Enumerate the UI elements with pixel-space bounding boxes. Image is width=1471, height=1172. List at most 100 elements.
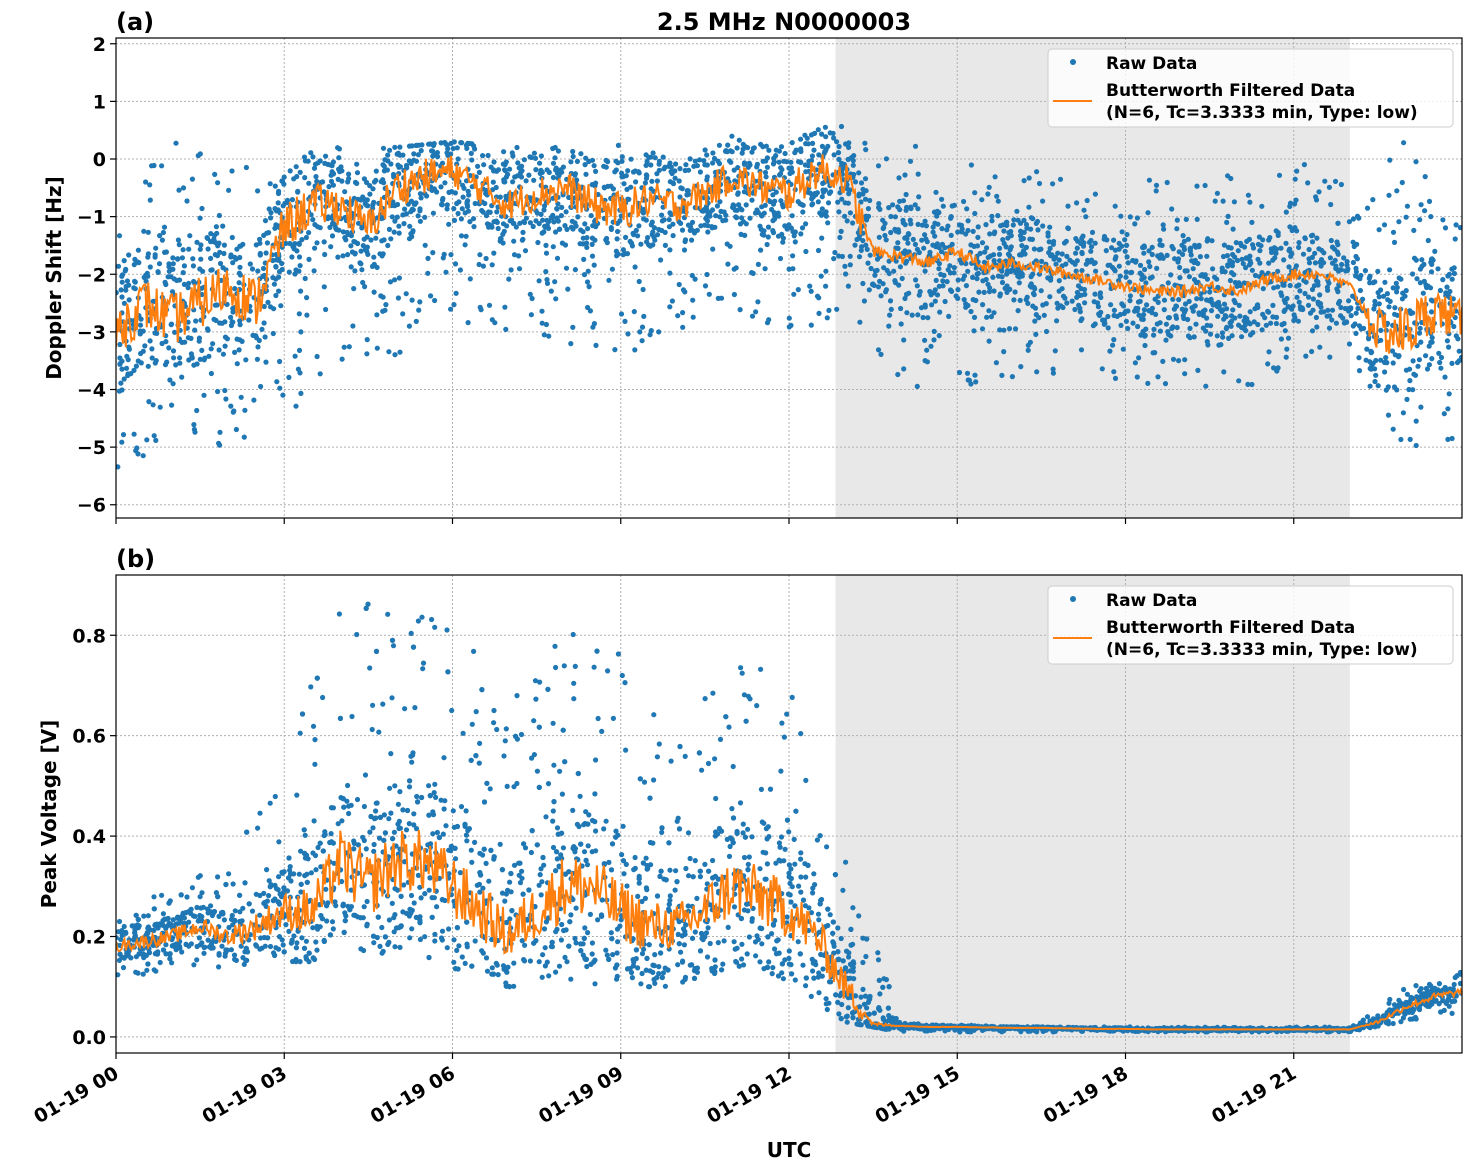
raw-point <box>160 229 166 236</box>
raw-point <box>396 223 402 229</box>
raw-point <box>1151 326 1157 332</box>
raw-point <box>823 996 829 1002</box>
raw-point <box>1306 260 1313 266</box>
raw-point <box>578 151 584 157</box>
raw-point <box>754 164 760 170</box>
raw-point <box>242 407 248 413</box>
raw-point <box>867 197 873 204</box>
raw-point <box>741 161 748 167</box>
raw-point <box>197 894 203 900</box>
raw-point <box>1378 327 1384 333</box>
raw-point <box>240 241 246 247</box>
raw-point <box>652 980 658 987</box>
raw-point <box>228 947 234 953</box>
raw-point <box>1394 312 1400 318</box>
raw-point <box>400 152 406 158</box>
raw-point <box>677 166 683 172</box>
raw-point <box>704 271 710 278</box>
raw-point <box>1078 240 1084 246</box>
raw-point <box>893 258 899 264</box>
raw-point <box>1129 269 1135 275</box>
raw-point <box>930 242 936 248</box>
raw-point <box>1266 349 1272 355</box>
raw-point <box>792 150 798 156</box>
raw-point <box>1190 266 1196 272</box>
raw-point <box>815 199 821 205</box>
raw-point <box>1152 296 1158 302</box>
raw-point <box>342 189 348 195</box>
raw-point <box>1016 280 1022 286</box>
raw-point <box>863 242 869 248</box>
raw-point <box>144 437 150 443</box>
raw-point <box>132 256 138 262</box>
raw-point <box>1232 279 1238 286</box>
raw-point <box>339 818 345 824</box>
raw-point <box>292 271 298 277</box>
raw-point <box>1314 324 1320 330</box>
raw-point <box>1302 290 1308 297</box>
raw-point <box>1394 289 1400 295</box>
raw-point <box>1310 232 1316 238</box>
raw-point <box>455 210 461 217</box>
raw-point <box>538 167 544 173</box>
raw-point <box>798 856 804 862</box>
raw-point <box>1001 228 1007 234</box>
raw-point <box>701 158 707 164</box>
raw-point <box>126 252 132 258</box>
raw-point <box>878 293 884 299</box>
raw-point <box>263 250 269 256</box>
raw-point <box>153 437 159 443</box>
raw-point <box>276 188 282 194</box>
raw-point <box>592 237 598 243</box>
raw-point <box>201 357 207 363</box>
raw-point <box>213 890 219 896</box>
raw-point <box>192 327 198 333</box>
raw-point <box>1240 261 1246 267</box>
raw-point <box>388 810 394 816</box>
raw-point <box>641 779 648 785</box>
raw-point <box>662 242 669 248</box>
raw-point <box>880 225 886 232</box>
raw-point <box>1392 305 1398 311</box>
raw-point <box>483 255 489 262</box>
raw-point <box>131 367 137 373</box>
raw-point <box>883 237 889 243</box>
raw-point <box>1284 346 1290 352</box>
raw-point <box>908 204 914 210</box>
raw-point <box>329 233 336 239</box>
raw-point <box>201 950 207 956</box>
raw-point <box>521 219 528 226</box>
raw-point <box>668 758 674 764</box>
raw-point <box>769 931 775 937</box>
raw-point <box>667 304 673 310</box>
raw-point <box>539 230 545 236</box>
raw-point <box>1354 256 1360 262</box>
raw-point <box>552 279 558 285</box>
raw-point <box>420 666 426 672</box>
raw-point <box>314 240 320 246</box>
raw-point <box>310 217 316 223</box>
raw-point <box>944 279 950 285</box>
raw-point <box>593 180 599 186</box>
raw-point <box>1344 259 1350 265</box>
raw-point <box>1407 436 1413 442</box>
raw-point <box>1254 302 1260 308</box>
raw-point <box>581 272 588 278</box>
raw-point <box>886 323 892 329</box>
raw-point <box>354 631 360 638</box>
raw-point <box>1125 308 1131 314</box>
raw-point <box>902 222 908 228</box>
raw-point <box>222 343 228 349</box>
raw-point <box>608 930 614 936</box>
raw-point <box>1097 293 1103 299</box>
raw-point <box>1270 302 1276 308</box>
raw-point <box>826 190 833 196</box>
raw-point <box>686 191 692 197</box>
raw-point <box>338 164 344 170</box>
raw-point <box>565 286 571 292</box>
raw-point <box>1271 285 1277 291</box>
raw-point <box>1454 359 1461 366</box>
raw-point <box>553 969 559 975</box>
raw-point <box>1146 177 1152 183</box>
raw-point <box>1373 372 1379 378</box>
